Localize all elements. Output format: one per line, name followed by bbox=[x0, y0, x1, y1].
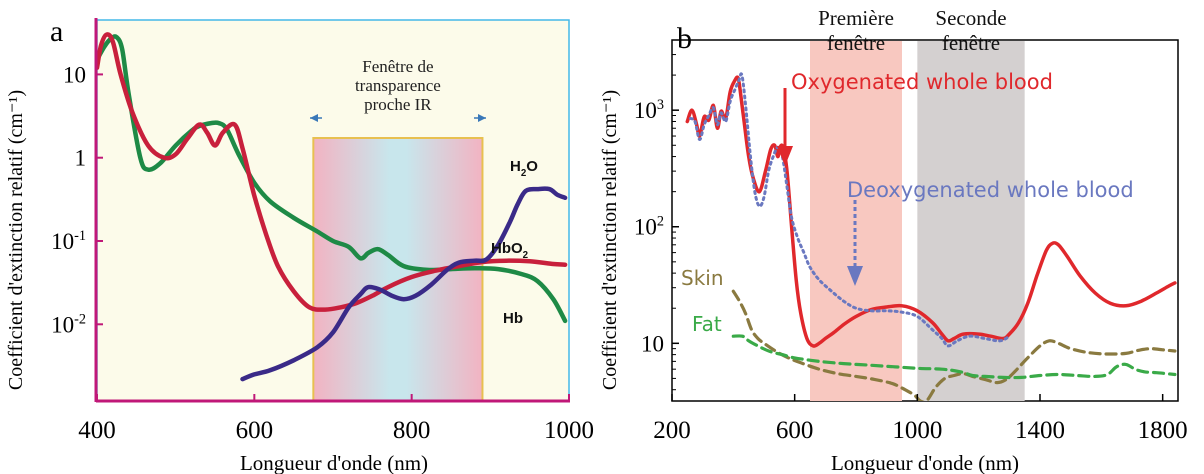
x-tick: 800 bbox=[393, 394, 431, 444]
svg-text:800: 800 bbox=[393, 417, 431, 444]
y-tick: 102 bbox=[634, 214, 679, 240]
chart-panel-b: Première fenêtre Seconde fenêtre Oxygenated… bbox=[599, 6, 1188, 474]
window-label: Fenêtre de transparence proche IR bbox=[355, 57, 441, 114]
svg-text:1: 1 bbox=[75, 146, 87, 171]
y-ticks-a: 10-2 10-1 1 10 bbox=[51, 62, 103, 337]
series-label-hb: Hb bbox=[503, 310, 523, 327]
y-tick: 10-2 bbox=[51, 311, 103, 337]
svg-text:10-2: 10-2 bbox=[51, 311, 86, 337]
x-tick: 600 bbox=[236, 394, 274, 444]
series-labels-a: H2O HbO2 Hb bbox=[491, 158, 538, 327]
x-ticks-a: 400 600 800 1000 bbox=[78, 394, 594, 444]
svg-text:10: 10 bbox=[63, 62, 86, 87]
x-tick: 400 bbox=[78, 394, 116, 444]
x-tick: 200 bbox=[653, 394, 691, 444]
svg-text:102: 102 bbox=[634, 214, 664, 240]
annotation-oxy: Oxygenated whole blood bbox=[791, 70, 1053, 94]
window-labels: Première fenêtre Seconde fenêtre bbox=[818, 6, 1006, 55]
window-label-1: Première fenêtre bbox=[818, 6, 894, 55]
window-arrow-right bbox=[474, 114, 486, 122]
annotation-skin: Skin bbox=[681, 266, 724, 290]
y-tick: 10 bbox=[641, 331, 679, 356]
y-tick: 1 bbox=[75, 146, 103, 171]
annotation-deoxy: Deoxygenated whole blood bbox=[847, 178, 1134, 202]
annotation-arrows bbox=[777, 88, 863, 286]
annotation-fat: Fat bbox=[692, 312, 722, 336]
svg-text:1400: 1400 bbox=[1015, 417, 1065, 444]
series-annotations-b: Oxygenated whole blood Deoxygenated whole… bbox=[681, 70, 1134, 336]
series-group-b bbox=[685, 72, 1177, 401]
window-bands bbox=[810, 41, 1025, 401]
y-ticks-b: 10 102 103 bbox=[634, 39, 679, 391]
svg-text:200: 200 bbox=[653, 417, 691, 444]
y-tick: 10-1 bbox=[51, 228, 103, 254]
svg-text:400: 400 bbox=[78, 417, 116, 444]
panel-letter-a: a bbox=[50, 15, 63, 48]
series-line-fat bbox=[731, 334, 1177, 380]
svg-text:10-1: 10-1 bbox=[51, 228, 86, 254]
x-tick: 1000 bbox=[544, 394, 594, 444]
svg-text:600: 600 bbox=[776, 417, 814, 444]
y-axis-label-a: Coefficient d'extinction relatif (cm⁻¹) bbox=[5, 90, 27, 390]
x-ticks-b: 200 600 1000 1400 1800 bbox=[653, 394, 1188, 444]
series-line-oxy bbox=[685, 75, 1177, 348]
svg-text:1800: 1800 bbox=[1138, 417, 1188, 444]
window-label-2: Seconde fenêtre bbox=[935, 6, 1006, 55]
svg-text:103: 103 bbox=[634, 97, 664, 123]
x-tick: 600 bbox=[776, 394, 814, 444]
series-label-hbo2: HbO2 bbox=[491, 240, 529, 261]
svg-text:600: 600 bbox=[236, 417, 274, 444]
oxy-arrow bbox=[777, 88, 793, 166]
window-band-2 bbox=[917, 41, 1025, 401]
series-line-h2o bbox=[240, 186, 568, 382]
deoxy-arrow bbox=[847, 200, 863, 286]
panel-letter-b: b bbox=[677, 22, 692, 55]
y-tick: 10 bbox=[63, 62, 103, 87]
svg-text:10: 10 bbox=[641, 331, 664, 356]
x-tick: 1800 bbox=[1138, 394, 1188, 444]
y-tick: 103 bbox=[634, 97, 679, 123]
series-label-h2o: H2O bbox=[510, 158, 538, 179]
window-arrows bbox=[310, 114, 486, 122]
x-tick: 1000 bbox=[892, 394, 942, 444]
series-group-a bbox=[97, 32, 568, 382]
svg-text:1000: 1000 bbox=[892, 417, 942, 444]
x-tick: 1400 bbox=[1015, 394, 1065, 444]
y-axis-label-b: Coefficient d'extinction relatif (cm⁻¹) bbox=[599, 90, 621, 390]
x-axis-label-b: Longueur d'onde (nm) bbox=[831, 451, 1019, 474]
window-arrow-left bbox=[310, 114, 322, 122]
svg-text:1000: 1000 bbox=[544, 417, 594, 444]
series-line-hb bbox=[97, 34, 568, 324]
chart-panel-a: Fenêtre de transparence proche IR 10-2 10-1… bbox=[5, 15, 594, 474]
x-axis-label-a: Longueur d'onde (nm) bbox=[240, 451, 428, 474]
